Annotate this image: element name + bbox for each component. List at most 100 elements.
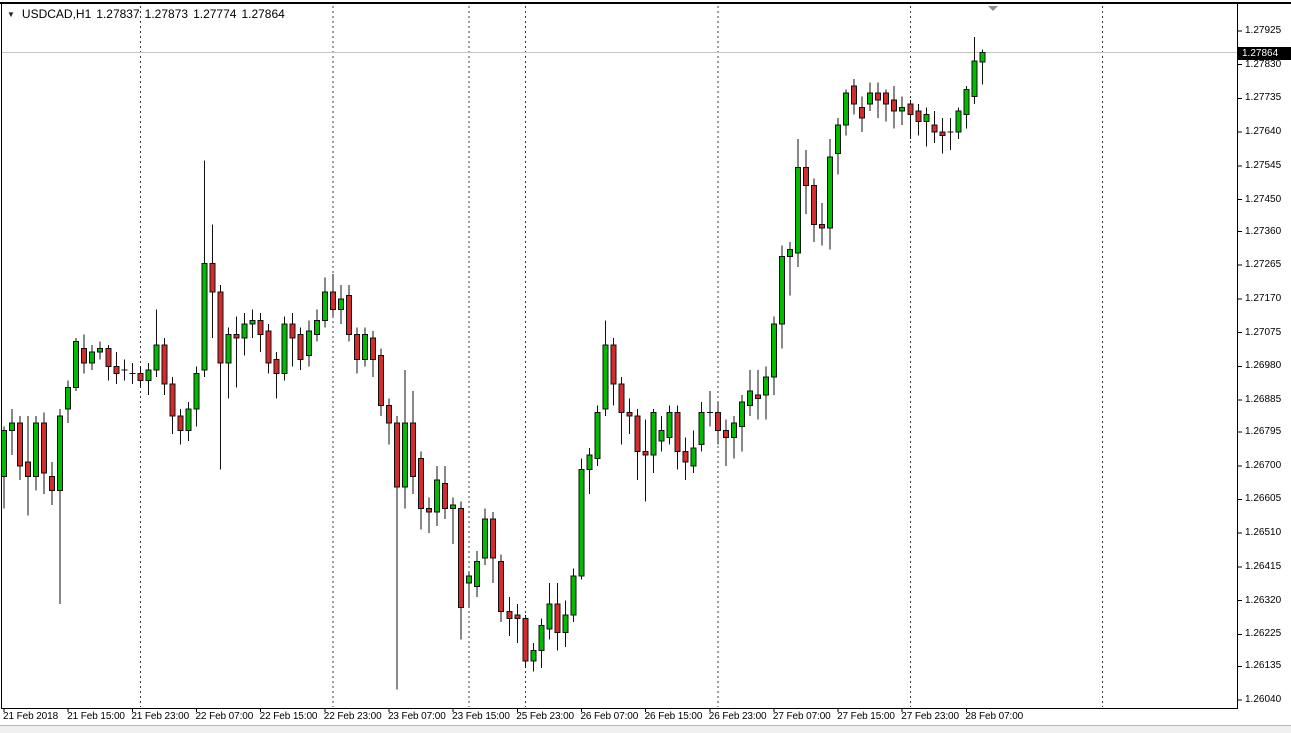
candle (450, 497, 457, 544)
candle (586, 448, 593, 495)
candle (81, 334, 88, 374)
candle (474, 550, 481, 598)
candle-body (105, 348, 112, 367)
price-axis-label: 1.27735 (1245, 92, 1282, 104)
ohlc-close: 1.27864 (241, 7, 285, 21)
candle-body (554, 603, 561, 634)
candle (169, 377, 176, 434)
candle (434, 465, 441, 527)
candle-body (466, 575, 473, 584)
time-axis-label: 27 Feb 15:00 (837, 711, 895, 722)
candle (762, 366, 769, 420)
candle (321, 277, 328, 328)
price-axis-label: 1.27075 (1245, 326, 1282, 338)
candle (490, 511, 497, 583)
candle (738, 394, 745, 452)
candle-body (794, 167, 801, 254)
candle (530, 643, 537, 672)
window-bottom-divider (0, 725, 1291, 726)
candle (305, 320, 312, 367)
time-axis-label: 27 Feb 23:00 (901, 711, 959, 722)
candle-body (161, 344, 168, 385)
candle (554, 582, 561, 651)
candle-body (490, 518, 497, 559)
price-axis-label: 1.26795 (1245, 426, 1282, 438)
price-axis-label: 1.26980 (1245, 360, 1282, 372)
candle-body (570, 575, 577, 616)
candle-body (891, 99, 898, 112)
candle-body (329, 291, 336, 311)
candle (185, 401, 192, 441)
candle-body (49, 475, 56, 492)
candle-body (762, 376, 769, 396)
candle (706, 391, 713, 427)
candle-body (811, 184, 818, 225)
candle (418, 451, 425, 530)
price-axis-label: 1.26605 (1245, 493, 1282, 505)
price-axis-label: 1.26510 (1245, 527, 1282, 539)
candle (594, 405, 601, 466)
candle-body (746, 390, 753, 406)
candle (851, 78, 858, 115)
candle-body (153, 344, 160, 371)
candle (402, 369, 408, 509)
candle (803, 149, 809, 214)
candle (377, 348, 384, 417)
candle-body (602, 344, 609, 410)
candle-body (666, 412, 673, 438)
time-axis-label: 26 Feb 07:00 (580, 711, 639, 722)
price-axis-label: 1.27640 (1245, 126, 1282, 138)
candle-body (313, 319, 320, 335)
candle (345, 284, 352, 342)
candle-body (474, 561, 481, 587)
candle (209, 224, 216, 338)
candle-body (658, 429, 665, 442)
time-axis-label: 22 Feb 07:00 (195, 711, 254, 722)
candle (1, 426, 7, 509)
candle-body (289, 323, 296, 339)
price-axis-label: 1.27450 (1245, 193, 1282, 205)
symbol-dropdown-icon[interactable]: ▼ (7, 10, 15, 19)
candle-body (827, 156, 834, 229)
candle (41, 412, 48, 495)
candle (778, 245, 785, 349)
candle (939, 117, 946, 154)
candle-body (249, 319, 256, 325)
candle (273, 352, 280, 399)
time-axis-label: 21 Feb 15:00 (67, 711, 125, 722)
candle-body (65, 387, 72, 410)
candle (233, 316, 240, 388)
candle (674, 405, 681, 470)
candle (955, 107, 962, 140)
candle-body (193, 372, 200, 410)
candle-body (803, 167, 809, 186)
candle-body (402, 422, 408, 488)
candle-body (522, 617, 529, 662)
candle (313, 309, 320, 342)
candle (963, 86, 970, 129)
candle (658, 416, 665, 452)
time-axis-label: 26 Feb 23:00 (708, 711, 767, 722)
candle-body (714, 412, 721, 431)
candle (49, 462, 56, 505)
candle-body (867, 92, 874, 105)
candle-body (939, 131, 946, 137)
candle-body (113, 365, 120, 374)
candle-body (17, 422, 24, 467)
candle-body (618, 383, 625, 414)
candle (690, 430, 697, 473)
candle-body (530, 649, 537, 662)
candle (361, 327, 368, 367)
candle (891, 86, 898, 129)
candle-body (786, 248, 793, 257)
candle-body (225, 333, 232, 364)
candle (121, 359, 128, 381)
candle (73, 337, 80, 392)
candle-body (73, 341, 80, 389)
candle-body (546, 603, 553, 630)
candle-body (201, 262, 208, 371)
candle (827, 139, 834, 250)
candle (65, 380, 72, 424)
candle (835, 117, 842, 175)
